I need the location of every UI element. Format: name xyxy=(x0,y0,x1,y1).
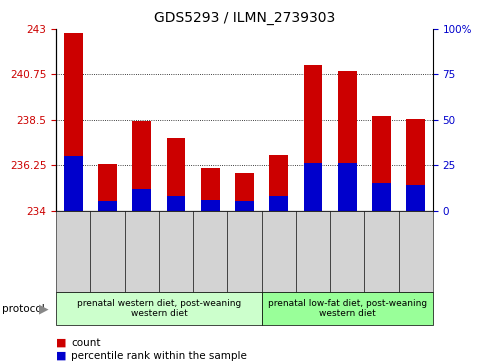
Bar xyxy=(303,163,322,211)
Text: prenatal western diet, post-weaning
western diet: prenatal western diet, post-weaning west… xyxy=(77,299,241,318)
Text: GDS5293 / ILMN_2739303: GDS5293 / ILMN_2739303 xyxy=(154,11,334,25)
Bar xyxy=(132,121,151,211)
Text: percentile rank within the sample: percentile rank within the sample xyxy=(71,351,246,361)
Bar xyxy=(406,185,424,211)
Text: ▶: ▶ xyxy=(39,302,49,315)
Text: ■: ■ xyxy=(56,351,66,361)
Bar xyxy=(303,65,322,211)
Bar xyxy=(269,155,287,211)
Bar xyxy=(371,183,390,211)
Bar xyxy=(98,164,117,211)
Bar xyxy=(371,116,390,211)
Text: protocol: protocol xyxy=(2,303,45,314)
Bar xyxy=(132,189,151,211)
Bar xyxy=(235,201,253,211)
Text: count: count xyxy=(71,338,100,348)
Bar xyxy=(201,168,219,211)
Bar xyxy=(201,200,219,211)
Bar xyxy=(98,201,117,211)
Bar xyxy=(337,163,356,211)
Bar xyxy=(406,119,424,211)
Text: prenatal low-fat diet, post-weaning
western diet: prenatal low-fat diet, post-weaning west… xyxy=(267,299,426,318)
Bar xyxy=(166,196,185,211)
Bar xyxy=(235,173,253,211)
Bar xyxy=(166,138,185,211)
Text: ■: ■ xyxy=(56,338,66,348)
Bar xyxy=(64,33,82,211)
Bar xyxy=(269,196,287,211)
Bar xyxy=(64,156,82,211)
Bar xyxy=(337,72,356,211)
